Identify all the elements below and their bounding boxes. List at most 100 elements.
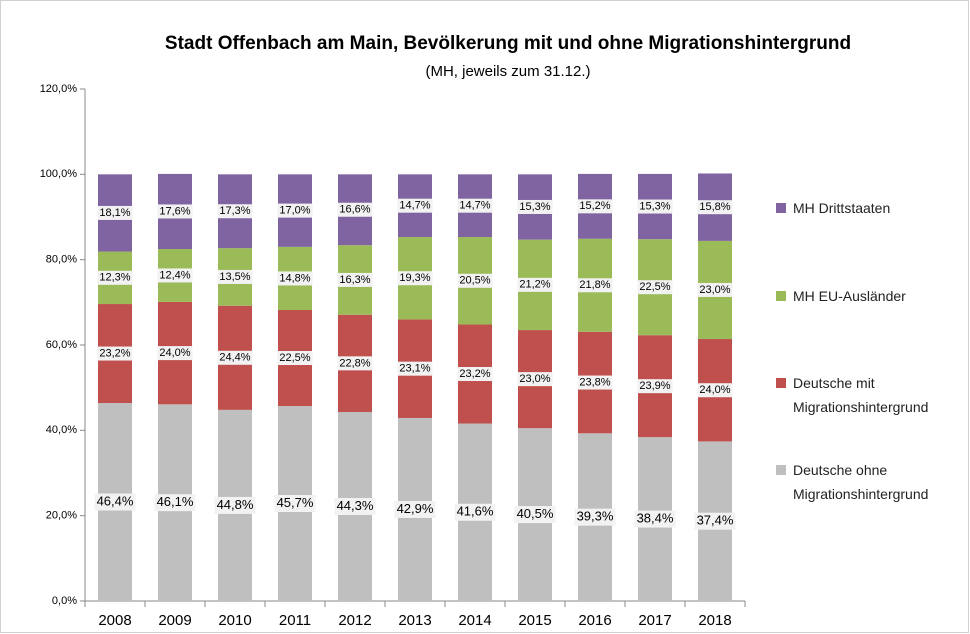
data-label-bg [157, 268, 193, 283]
legend-label: Deutsche ohne Migrationshintergrund [793, 462, 929, 502]
data-label-bg [337, 272, 373, 287]
data-label: 17,0% [279, 205, 310, 217]
data-label: 13,5% [219, 271, 250, 283]
data-label-bg [457, 367, 493, 382]
data-label-bg [217, 350, 253, 365]
x-tick-label: 2011 [279, 612, 311, 629]
data-label: 23,2% [99, 347, 130, 359]
data-label-bg [154, 494, 196, 512]
data-label: 15,3% [639, 200, 670, 212]
data-label: 14,8% [279, 272, 310, 284]
legend-label: Deutsche mit Migrationshintergrund [793, 375, 929, 415]
legend-swatch [776, 203, 786, 213]
y-tick-label: 40,0% [46, 424, 77, 436]
x-tick-label: 2017 [638, 612, 671, 629]
data-label-bg [577, 199, 613, 214]
legend-label: MH EU-Ausländer [793, 288, 906, 304]
data-label: 15,8% [699, 201, 730, 213]
data-label-bg [217, 204, 253, 219]
data-label: 20,5% [459, 275, 490, 287]
data-label-bg [634, 510, 676, 528]
data-label-bg [277, 203, 313, 218]
data-label: 19,3% [399, 272, 430, 284]
data-label-bg [457, 198, 493, 213]
data-label-bg [394, 500, 436, 518]
data-label: 42,9% [397, 501, 434, 516]
y-tick-label: 80,0% [46, 254, 77, 266]
data-label: 14,7% [399, 200, 430, 212]
y-tick-label: 0,0% [52, 595, 77, 607]
data-label-bg [637, 280, 673, 295]
data-label-bg [157, 346, 193, 361]
data-label-bg [337, 202, 373, 217]
data-label: 23,1% [399, 363, 430, 375]
data-label: 45,7% [277, 495, 314, 510]
data-label: 23,0% [699, 284, 730, 296]
data-label-bg [397, 271, 433, 286]
y-tick-label: 60,0% [46, 339, 77, 351]
y-tick-label: 100,0% [40, 168, 78, 180]
data-label-bg [337, 356, 373, 371]
data-label-bg [574, 508, 616, 526]
data-label: 15,3% [519, 201, 550, 213]
data-label-bg [697, 282, 733, 297]
legend-label: MH Drittstaaten [793, 200, 891, 216]
x-tick-label: 2016 [578, 612, 611, 629]
data-label-bg [697, 383, 733, 398]
x-tick-label: 2018 [698, 612, 731, 629]
data-label: 21,8% [579, 279, 610, 291]
data-label: 21,2% [519, 279, 550, 291]
data-label: 23,0% [519, 373, 550, 385]
data-label: 46,4% [97, 493, 134, 508]
data-label-bg [97, 270, 133, 285]
data-label: 44,8% [217, 497, 254, 512]
data-label: 23,2% [459, 368, 490, 380]
data-label-bg [694, 512, 736, 530]
legend-swatch [776, 378, 786, 388]
data-label: 16,3% [339, 274, 370, 286]
x-tick-label: 2009 [158, 612, 191, 629]
data-label: 18,1% [99, 207, 130, 219]
data-label-bg [277, 271, 313, 286]
x-tick-label: 2008 [98, 612, 131, 629]
chart-subtitle: (MH, jeweils zum 31.12.) [425, 63, 590, 80]
data-label-bg [637, 379, 673, 394]
y-tick-label: 120,0% [40, 83, 78, 95]
y-tick-label: 20,0% [46, 510, 77, 522]
data-label-bg [514, 506, 556, 524]
data-label: 22,8% [339, 357, 370, 369]
data-label-bg [94, 493, 136, 511]
data-label-bg [97, 346, 133, 361]
data-label: 14,7% [459, 200, 490, 212]
data-label: 40,5% [517, 506, 554, 521]
data-label-bg [274, 495, 316, 513]
data-label-bg [277, 351, 313, 366]
data-label-bg [637, 199, 673, 214]
data-label-bg [457, 273, 493, 288]
x-tick-label: 2010 [218, 612, 251, 629]
data-label-bg [397, 198, 433, 213]
data-label: 41,6% [457, 504, 494, 519]
legend-swatch [776, 465, 786, 475]
data-label-bg [397, 361, 433, 376]
data-label: 17,6% [159, 205, 190, 217]
x-tick-label: 2015 [518, 612, 551, 629]
data-label-bg [577, 375, 613, 390]
data-label-bg [157, 204, 193, 219]
chart-title: Stadt Offenbach am Main, Bevölkerung mit… [165, 33, 851, 54]
x-tick-label: 2012 [338, 612, 371, 629]
data-label: 17,3% [219, 205, 250, 217]
data-label: 38,4% [637, 511, 674, 526]
data-label-bg [334, 497, 376, 515]
data-label-bg [517, 372, 553, 387]
data-label-bg [214, 496, 256, 514]
data-label: 22,5% [639, 281, 670, 293]
data-label-bg [517, 199, 553, 214]
data-label: 16,6% [339, 204, 370, 216]
data-label: 15,2% [579, 200, 610, 212]
data-label-bg [217, 269, 253, 284]
data-label: 23,8% [579, 376, 610, 388]
